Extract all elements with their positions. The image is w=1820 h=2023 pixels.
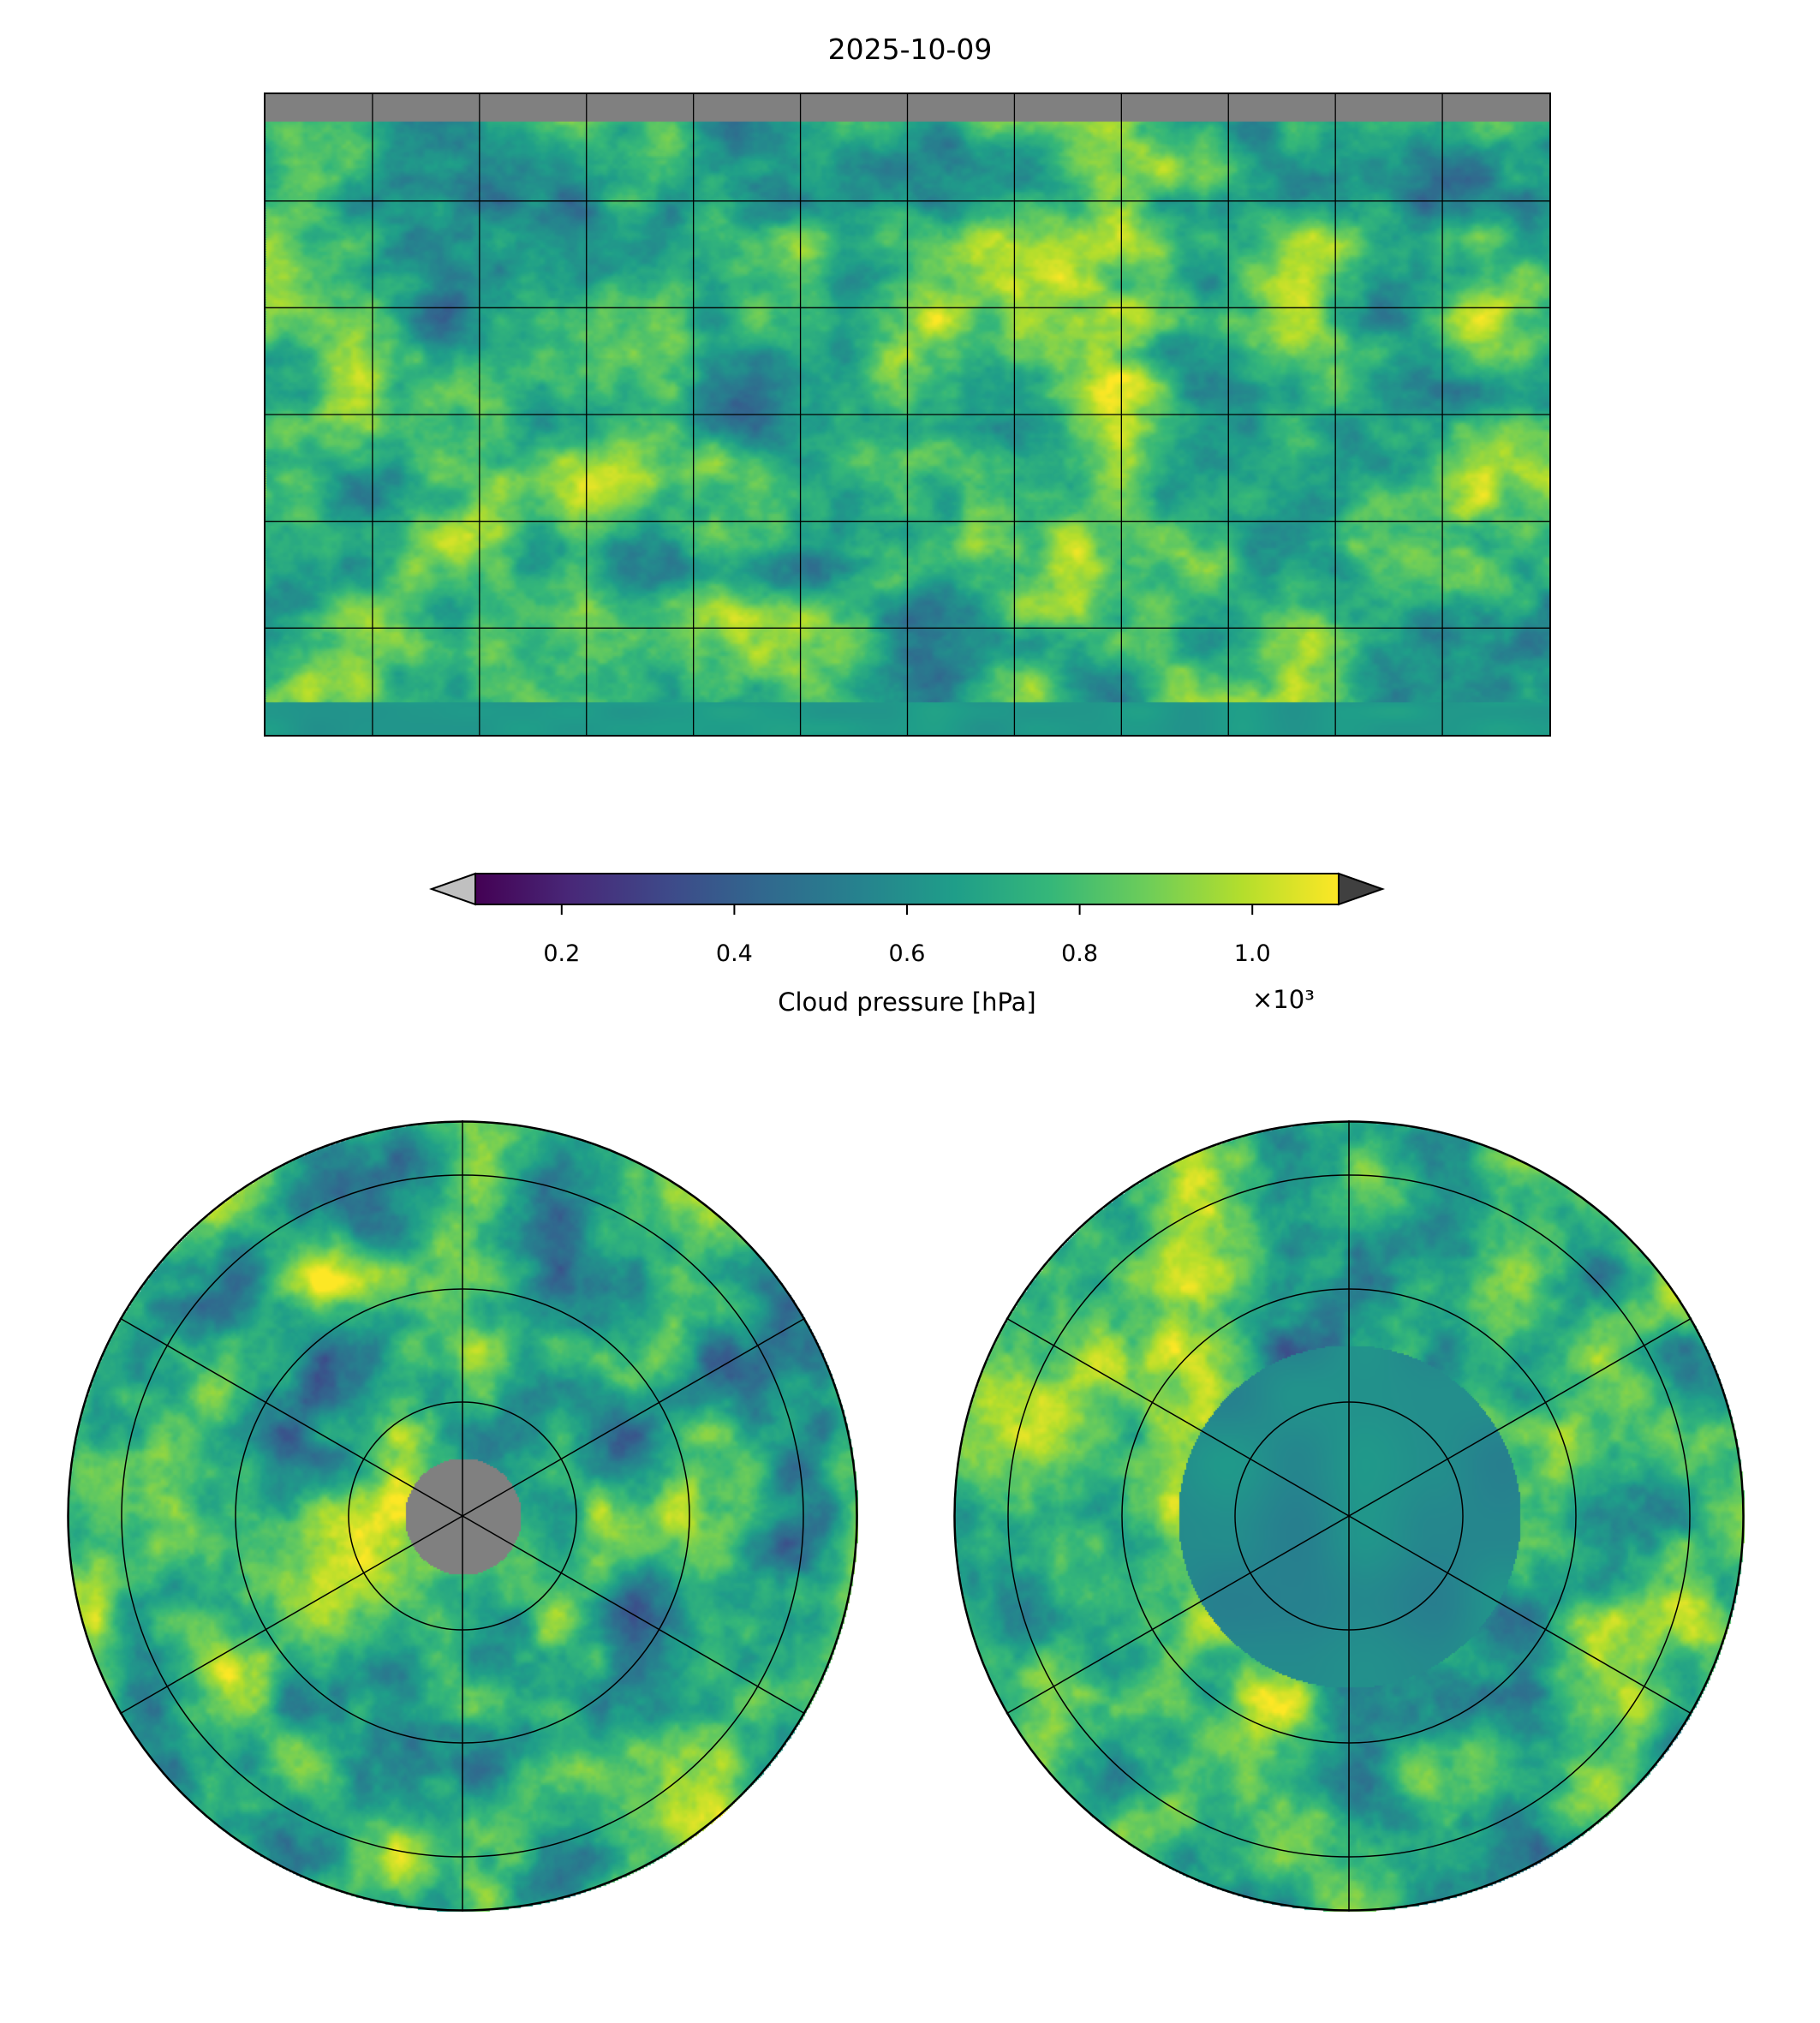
meridian-line bbox=[1005, 1317, 1692, 1715]
colorbar-tick-label: 0.4 bbox=[715, 940, 753, 967]
south-polar-map bbox=[953, 1120, 1745, 1915]
colorbar-tick-label: 0.2 bbox=[543, 940, 581, 967]
colorbar bbox=[428, 872, 1386, 915]
north-polar-map bbox=[67, 1120, 858, 1915]
colorbar-multiplier: ×10³ bbox=[1252, 985, 1315, 1014]
figure-title: 2025-10-09 bbox=[827, 33, 993, 66]
map-boundary bbox=[953, 1120, 1745, 1912]
colorbar-tick-label: 0.6 bbox=[888, 940, 926, 967]
map-boundary bbox=[67, 1120, 858, 1912]
colorbar-under-extension bbox=[428, 872, 476, 906]
colorbar-tick-label: 1.0 bbox=[1233, 940, 1271, 967]
colorbar-gradient bbox=[474, 873, 1340, 905]
south-polar-gridlines bbox=[953, 1120, 1745, 1912]
colorbar-over-extension bbox=[1338, 872, 1386, 906]
global-map-gridlines bbox=[266, 94, 1549, 735]
global-map bbox=[264, 92, 1551, 737]
meridian-line bbox=[119, 1317, 806, 1715]
colorbar-tick-label: 0.8 bbox=[1061, 940, 1099, 967]
north-polar-gridlines bbox=[67, 1120, 858, 1912]
colorbar-label: Cloud pressure [hPa] bbox=[778, 988, 1036, 1017]
